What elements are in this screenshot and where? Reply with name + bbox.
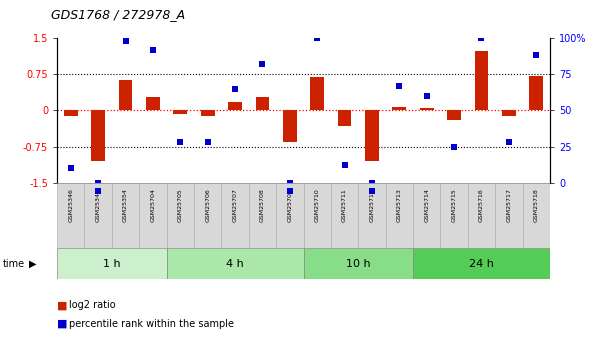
Text: GSM25709: GSM25709 (287, 188, 292, 222)
Bar (64, 110, 78, 116)
Text: GDS1768 / 272978_A: GDS1768 / 272978_A (51, 8, 185, 21)
Text: GSM25346: GSM25346 (69, 188, 73, 222)
Point (367, 180, 377, 186)
Point (175, 139, 185, 145)
Text: time: time (3, 259, 25, 269)
Text: GSM25714: GSM25714 (424, 188, 429, 222)
Bar (276, 183, 304, 248)
Bar (91, 110, 105, 161)
Bar (392, 107, 406, 110)
Bar (146, 97, 160, 110)
Bar (338, 110, 352, 126)
Text: log2 ratio: log2 ratio (69, 300, 116, 310)
Point (93, 180, 103, 186)
Point (203, 139, 213, 145)
Bar (166, 183, 194, 248)
Text: percentile rank within the sample: percentile rank within the sample (69, 319, 234, 328)
Bar (85, 183, 112, 248)
Bar (529, 76, 543, 110)
Text: 1 h: 1 h (103, 259, 121, 269)
Point (394, 83, 404, 89)
Bar (119, 80, 132, 110)
Text: GSM25712: GSM25712 (370, 188, 374, 222)
Bar (420, 108, 433, 110)
Text: GSM25710: GSM25710 (315, 188, 320, 222)
Text: GSM25715: GSM25715 (451, 188, 457, 222)
Text: GSM25347: GSM25347 (96, 188, 100, 222)
Text: GSM25704: GSM25704 (150, 188, 156, 222)
Bar (57, 248, 166, 279)
Point (121, 38, 130, 43)
Bar (139, 183, 166, 248)
Bar (358, 183, 386, 248)
Point (340, 163, 349, 168)
Bar (57, 183, 85, 248)
Bar (194, 183, 221, 248)
Bar (249, 183, 276, 248)
Bar (228, 102, 242, 110)
Point (285, 180, 294, 186)
Bar (331, 183, 358, 248)
Text: 4 h: 4 h (226, 259, 244, 269)
Text: GSM25708: GSM25708 (260, 188, 265, 222)
Text: GSM25711: GSM25711 (342, 188, 347, 222)
Point (450, 144, 459, 149)
Point (504, 139, 514, 145)
Text: 10 h: 10 h (346, 259, 371, 269)
Bar (310, 77, 324, 110)
Bar (201, 110, 215, 116)
Bar (447, 110, 461, 120)
Text: GSM25706: GSM25706 (205, 188, 210, 222)
Bar (495, 183, 522, 248)
Bar (468, 183, 495, 248)
Point (422, 93, 432, 99)
Bar (475, 51, 489, 110)
Text: GSM25718: GSM25718 (534, 188, 538, 222)
Text: GSM25705: GSM25705 (178, 188, 183, 222)
Bar (365, 110, 379, 161)
Point (93, 188, 103, 194)
Text: 24 h: 24 h (469, 259, 494, 269)
Text: GSM25717: GSM25717 (507, 188, 511, 222)
Bar (441, 183, 468, 248)
Bar (413, 248, 550, 279)
Bar (255, 97, 269, 110)
Point (285, 188, 294, 194)
Bar (166, 248, 304, 279)
Bar (386, 183, 413, 248)
Text: GSM25716: GSM25716 (479, 188, 484, 222)
Point (367, 188, 377, 194)
Bar (304, 248, 413, 279)
Bar (502, 110, 516, 116)
Point (230, 86, 240, 91)
Text: GSM25354: GSM25354 (123, 188, 128, 222)
Bar (304, 183, 331, 248)
Bar (112, 183, 139, 248)
Text: ■: ■ (57, 300, 67, 310)
Text: ■: ■ (57, 319, 67, 328)
Point (258, 61, 267, 67)
Bar (174, 110, 187, 114)
Point (531, 52, 541, 58)
Text: GSM25713: GSM25713 (397, 188, 402, 222)
Bar (221, 183, 249, 248)
Bar (413, 183, 441, 248)
Point (477, 35, 486, 41)
Text: GSM25707: GSM25707 (233, 188, 237, 222)
Text: ▶: ▶ (29, 259, 36, 269)
Point (66, 166, 76, 171)
Point (148, 47, 157, 52)
Bar (283, 110, 297, 142)
Point (313, 35, 322, 41)
Bar (522, 183, 550, 248)
